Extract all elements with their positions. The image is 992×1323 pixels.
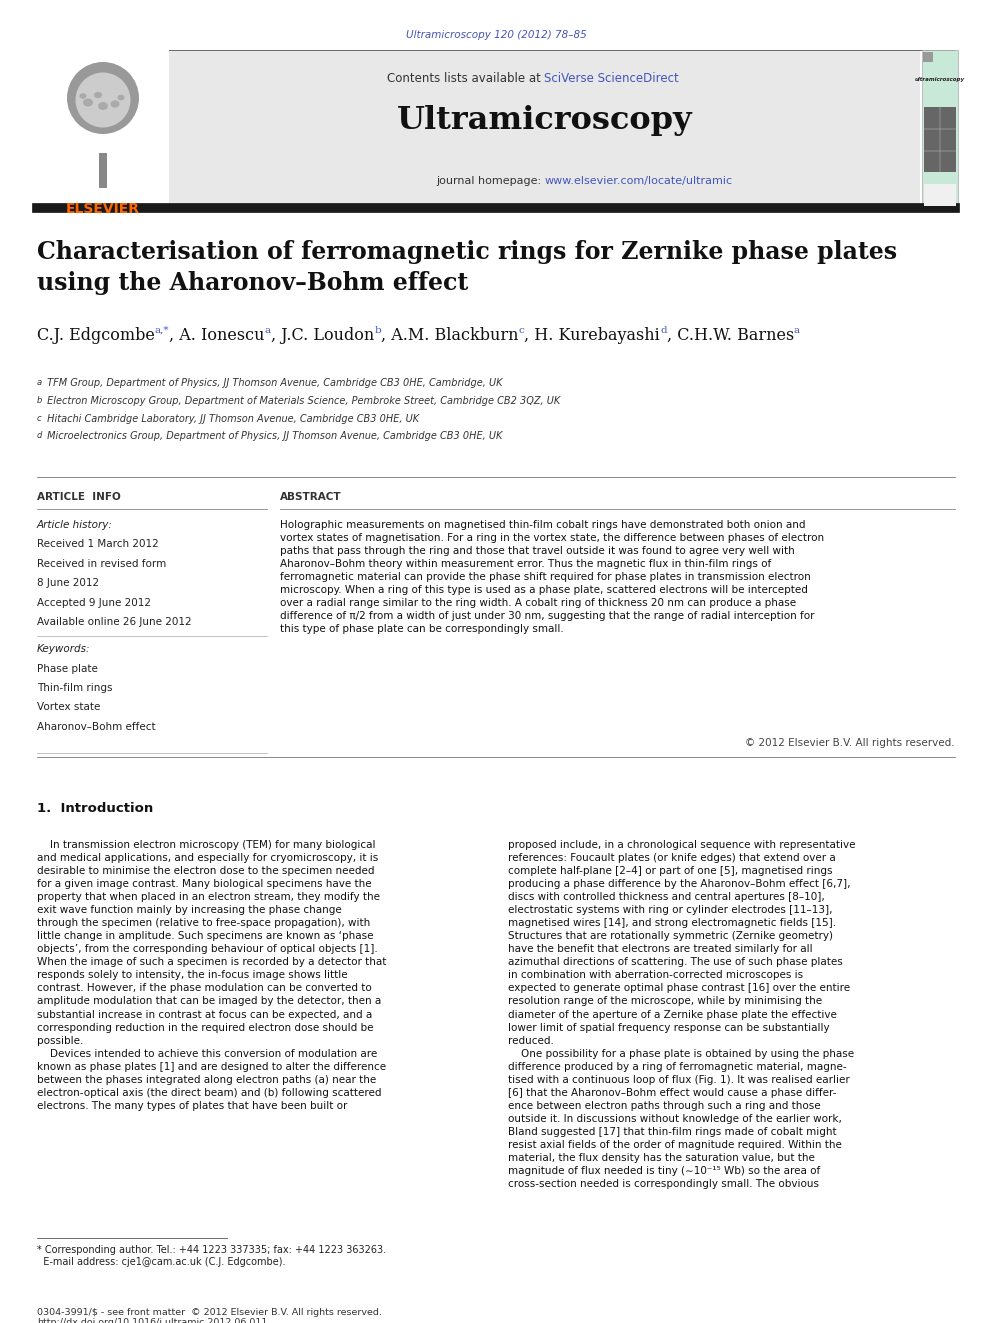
Bar: [923, 52, 933, 62]
Text: Holographic measurements on magnetised thin-film cobalt rings have demonstrated : Holographic measurements on magnetised t…: [280, 520, 824, 634]
Text: a,*: a,*: [155, 325, 170, 335]
Text: , C.H.W. Barnes: , C.H.W. Barnes: [667, 327, 794, 344]
Bar: [99, 153, 107, 188]
Text: a: a: [37, 378, 42, 388]
Text: © 2012 Elsevier B.V. All rights reserved.: © 2012 Elsevier B.V. All rights reserved…: [745, 738, 955, 747]
Text: Received 1 March 2012: Received 1 March 2012: [37, 540, 159, 549]
Text: b: b: [37, 396, 43, 405]
Bar: [924, 107, 956, 172]
Text: c: c: [37, 414, 42, 422]
Text: TFM Group, Department of Physics, JJ Thomson Avenue, Cambridge CB3 0HE, Cambridg: TFM Group, Department of Physics, JJ Tho…: [45, 378, 503, 388]
Text: Accepted 9 June 2012: Accepted 9 June 2012: [37, 598, 151, 609]
Text: , H. Kurebayashi: , H. Kurebayashi: [524, 327, 660, 344]
Text: C.J. Edgcombe: C.J. Edgcombe: [37, 327, 155, 344]
Text: Electron Microscopy Group, Department of Materials Science, Pembroke Street, Cam: Electron Microscopy Group, Department of…: [45, 396, 560, 406]
Text: ABSTRACT: ABSTRACT: [280, 492, 341, 501]
Text: Ultramicroscopy: Ultramicroscopy: [397, 105, 692, 136]
Text: Vortex state: Vortex state: [37, 703, 100, 713]
Text: c: c: [519, 325, 524, 335]
Text: 0304-3991/$ - see front matter  © 2012 Elsevier B.V. All rights reserved.
http:/: 0304-3991/$ - see front matter © 2012 El…: [37, 1308, 382, 1323]
Text: Article history:: Article history:: [37, 520, 113, 531]
Text: Contents lists available at: Contents lists available at: [387, 71, 545, 85]
Text: b: b: [374, 325, 381, 335]
Text: Microelectronics Group, Department of Physics, JJ Thomson Avenue, Cambridge CB3 : Microelectronics Group, Department of Ph…: [45, 431, 503, 442]
Ellipse shape: [117, 95, 125, 101]
Ellipse shape: [79, 93, 86, 99]
Text: www.elsevier.com/locate/ultramic: www.elsevier.com/locate/ultramic: [545, 176, 733, 187]
Text: In transmission electron microscopy (TEM) for many biological
and medical applic: In transmission electron microscopy (TEM…: [37, 840, 386, 1111]
Ellipse shape: [98, 102, 108, 110]
Bar: [922, 50, 958, 208]
Text: Phase plate: Phase plate: [37, 664, 98, 673]
Text: a: a: [265, 325, 271, 335]
Ellipse shape: [67, 62, 139, 134]
Text: d: d: [37, 431, 43, 441]
Text: Characterisation of ferromagnetic rings for Zernike phase plates
using the Aharo: Characterisation of ferromagnetic rings …: [37, 239, 897, 295]
Text: Ultramicroscopy 120 (2012) 78–85: Ultramicroscopy 120 (2012) 78–85: [406, 30, 586, 40]
Ellipse shape: [94, 91, 102, 98]
Text: Received in revised form: Received in revised form: [37, 560, 167, 569]
Text: * Corresponding author. Tel.: +44 1223 337335; fax: +44 1223 363263.
  E-mail ad: * Corresponding author. Tel.: +44 1223 3…: [37, 1245, 386, 1266]
Bar: [924, 184, 956, 206]
Text: ARTICLE  INFO: ARTICLE INFO: [37, 492, 121, 501]
Ellipse shape: [75, 73, 131, 127]
Text: journal homepage:: journal homepage:: [435, 176, 545, 187]
Text: SciVerse ScienceDirect: SciVerse ScienceDirect: [545, 71, 680, 85]
Text: proposed include, in a chronological sequence with representative
references: Fo: proposed include, in a chronological seq…: [508, 840, 855, 1189]
Text: d: d: [660, 325, 667, 335]
Bar: [37, 50, 169, 208]
Text: Keywords:: Keywords:: [37, 644, 90, 654]
Text: , A. Ionescu: , A. Ionescu: [170, 327, 265, 344]
Text: Hitachi Cambridge Laboratory, JJ Thomson Avenue, Cambridge CB3 0HE, UK: Hitachi Cambridge Laboratory, JJ Thomson…: [45, 414, 420, 423]
Text: Thin-film rings: Thin-film rings: [37, 683, 112, 693]
Text: Available online 26 June 2012: Available online 26 June 2012: [37, 618, 191, 627]
Text: 8 June 2012: 8 June 2012: [37, 578, 99, 589]
Text: Aharonov–Bohm effect: Aharonov–Bohm effect: [37, 722, 156, 732]
Text: a: a: [794, 325, 800, 335]
Ellipse shape: [83, 98, 93, 106]
Text: ELSEVIER: ELSEVIER: [66, 202, 140, 216]
Text: , A.M. Blackburn: , A.M. Blackburn: [381, 327, 519, 344]
Ellipse shape: [110, 101, 119, 107]
Text: 1.  Introduction: 1. Introduction: [37, 802, 153, 815]
Bar: [169, 50, 920, 208]
Text: ultramicroscopy: ultramicroscopy: [915, 77, 965, 82]
Text: , J.C. Loudon: , J.C. Loudon: [271, 327, 374, 344]
